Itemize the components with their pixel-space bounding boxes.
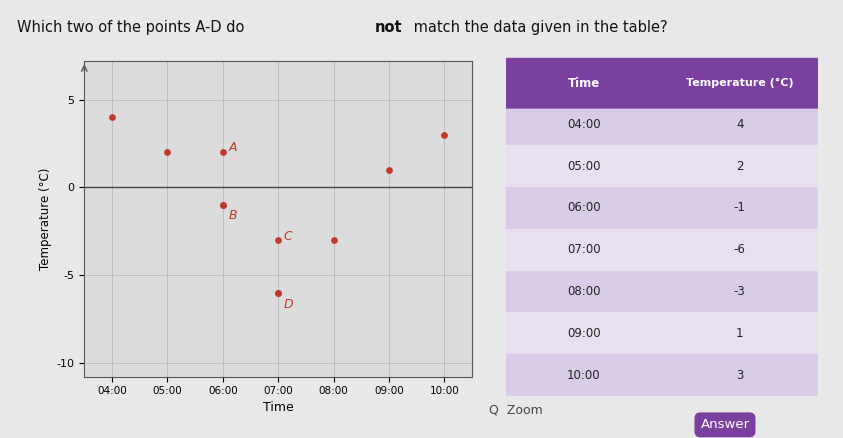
Point (438, 131, 451, 138)
Text: 05:00: 05:00 (567, 159, 600, 173)
Point (271, 289, 285, 296)
Text: 06:00: 06:00 (567, 201, 600, 214)
Text: Which two of the points A-D do: Which two of the points A-D do (17, 20, 249, 35)
Text: Answer: Answer (701, 418, 749, 431)
Point (105, 114, 119, 121)
Text: Temperature (°C): Temperature (°C) (686, 78, 793, 88)
Bar (506, 103, 818, 145)
Text: -6: -6 (733, 243, 746, 256)
Text: -1: -1 (733, 201, 746, 214)
Text: C: C (284, 230, 293, 243)
Bar (506, 145, 818, 187)
Text: 10:00: 10:00 (567, 368, 600, 381)
Point (216, 201, 229, 208)
Text: 4: 4 (736, 118, 744, 131)
Text: A: A (228, 141, 237, 154)
Y-axis label: Temperature (°C): Temperature (°C) (40, 168, 52, 270)
X-axis label: Time: Time (263, 401, 293, 413)
Text: Time: Time (567, 77, 600, 90)
Point (271, 237, 285, 244)
Point (271, 289, 285, 296)
Text: -3: -3 (734, 285, 745, 298)
Text: not: not (375, 20, 403, 35)
Text: match the data given in the table?: match the data given in the table? (409, 20, 668, 35)
Text: 04:00: 04:00 (567, 118, 600, 131)
Text: 2: 2 (736, 159, 744, 173)
FancyBboxPatch shape (501, 58, 823, 109)
Text: 09:00: 09:00 (567, 327, 600, 340)
Bar (506, 271, 818, 312)
Text: 08:00: 08:00 (567, 285, 600, 298)
Point (382, 166, 395, 173)
Bar (506, 229, 818, 271)
Point (216, 149, 229, 156)
Point (216, 201, 229, 208)
Text: D: D (284, 298, 293, 311)
Text: 1: 1 (736, 327, 744, 340)
Text: B: B (228, 209, 237, 222)
Text: 07:00: 07:00 (567, 243, 600, 256)
Bar (506, 312, 818, 354)
Point (327, 237, 341, 244)
Bar (506, 187, 818, 229)
Text: 3: 3 (736, 368, 744, 381)
Bar (506, 354, 818, 396)
Point (161, 149, 175, 156)
Text: Q  Zoom: Q Zoom (489, 403, 543, 416)
